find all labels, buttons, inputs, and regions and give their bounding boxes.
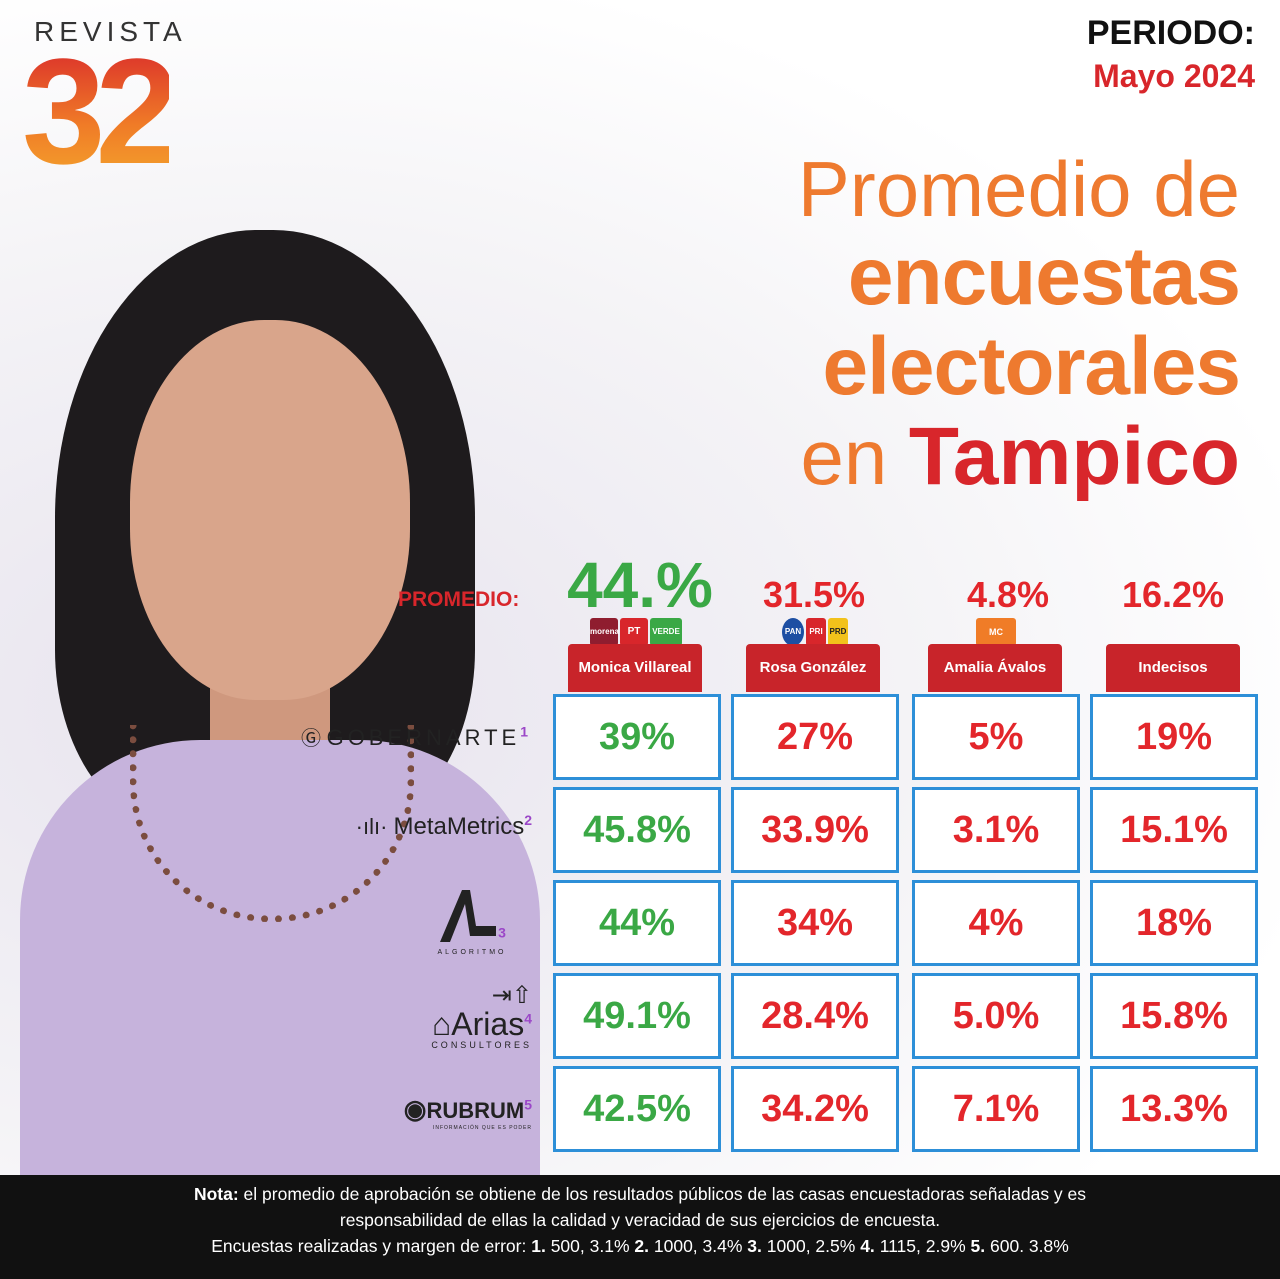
party-logos-col1: morena PT VERDE: [590, 618, 682, 646]
margin-v: 1000, 2.5%: [766, 1236, 856, 1256]
average-0: 44.%: [567, 549, 713, 621]
nota-label: Nota:: [193, 1184, 239, 1204]
party-morena-logo: morena: [590, 618, 619, 646]
average-3: 16.2%: [1121, 574, 1225, 615]
cell-r3-c3: 4%: [912, 880, 1080, 966]
candidate-photo: [20, 200, 540, 1175]
rubrum-logo-icon: ◉: [403, 1094, 427, 1124]
title-line-1: Promedio de: [797, 145, 1240, 233]
margin-v: 600. 3.8%: [990, 1236, 1069, 1256]
margin-n: 2.: [634, 1236, 649, 1256]
cell-r5-c1: 42.5%: [553, 1066, 721, 1152]
title-city: Tampico: [908, 411, 1240, 502]
footer-note: Nota: el promedio de aprobación se obtie…: [0, 1175, 1280, 1279]
party-mc-logo: MC: [976, 618, 1016, 646]
cell-r2-c2: 33.9%: [731, 787, 899, 873]
party-pt-logo: PT: [620, 618, 648, 646]
margin-v: 1000, 3.4%: [653, 1236, 743, 1256]
page-title: Promedio de encuestas electorales en Tam…: [797, 145, 1242, 498]
average-1: 31.5%: [762, 574, 866, 615]
cell-r3-c1: 44%: [553, 880, 721, 966]
brand-number-logo: 32: [22, 27, 179, 195]
candidate-header-0: Monica Villareal: [568, 644, 702, 692]
party-pri-logo: PRI: [806, 618, 826, 646]
metametrics-logo-icon: ·ılı·: [355, 814, 394, 839]
margin-n: 3.: [747, 1236, 762, 1256]
party-logos-col3: MC: [976, 618, 1016, 646]
title-line-4: en Tampico: [798, 416, 1240, 498]
party-pan-logo: PAN: [782, 618, 804, 646]
brand-word: REVISTA: [34, 16, 187, 47]
cell-r1-c2: 27%: [731, 694, 899, 780]
footer-line-2: responsabilidad de ellas la calidad y ve…: [339, 1210, 941, 1230]
title-line-3: electorales: [822, 321, 1242, 412]
cell-r2-c3: 3.1%: [912, 787, 1080, 873]
pollster-name: RUBRUM: [426, 1098, 525, 1123]
pollster-index: 3: [498, 924, 506, 941]
party-logos-col2: PAN PRI PRD: [782, 618, 848, 646]
pollster-index: 4: [524, 1010, 532, 1027]
pollster-label-4: ⇥⇧ ⌂Arias4 CONSULTORES: [431, 982, 532, 1051]
cell-r5-c4: 13.3%: [1090, 1066, 1258, 1152]
average-2: 4.8%: [966, 574, 1050, 615]
pollster-index: 5: [524, 1096, 532, 1113]
margin-n: 4.: [860, 1236, 875, 1256]
cell-r2-c1: 45.8%: [553, 787, 721, 873]
cell-r1-c4: 19%: [1090, 694, 1258, 780]
cell-r1-c1: 39%: [553, 694, 721, 780]
pollster-label-3: 3 ALGORITMO: [412, 886, 532, 956]
cell-r3-c4: 18%: [1090, 880, 1258, 966]
candidate-header-2: Amalia Ávalos: [928, 644, 1062, 692]
pollster-index: 1: [520, 723, 532, 740]
gobernarte-logo-icon: Ⓖ: [301, 728, 327, 750]
pollster-label-2: ·ılı· MetaMetrics2: [356, 812, 532, 841]
party-verde-logo: VERDE: [650, 618, 682, 646]
algoritmo-logo-icon: [440, 890, 497, 942]
promedio-label: PROMEDIO:: [398, 588, 520, 611]
footer-line-1: Nota: el promedio de aprobación se obtie…: [0, 1181, 1280, 1207]
arias-house-icon: ⌂: [431, 1006, 452, 1042]
pollster-index: 2: [524, 812, 532, 828]
pollster-label-1: Ⓖ GOBERNARTE1: [301, 722, 532, 751]
footer-line-3: Encuestas realizadas y margen de error: …: [0, 1233, 1280, 1259]
margin-n: 5.: [970, 1236, 986, 1256]
margin-n: 1.: [531, 1236, 546, 1256]
cell-r1-c3: 5%: [912, 694, 1080, 780]
photo-face: [130, 320, 410, 700]
pollster-name: MetaMetrics: [393, 813, 525, 840]
period-label: PERIODO:: [1086, 14, 1255, 52]
pollster-sub: INFORMACIÓN QUE ES PODER: [432, 1125, 532, 1131]
pollster-name: GOBERNARTE: [326, 725, 521, 750]
cell-r4-c4: 15.8%: [1090, 973, 1258, 1059]
title-line-2: encuestas: [847, 231, 1241, 322]
cell-r5-c3: 7.1%: [912, 1066, 1080, 1152]
candidate-header-3: Indecisos: [1106, 644, 1240, 692]
cell-r2-c4: 15.1%: [1090, 787, 1258, 873]
party-prd-logo: PRD: [828, 618, 848, 646]
pollster-name: Arias: [451, 1006, 525, 1042]
pollster-sub: CONSULTORES: [431, 1040, 532, 1050]
footer-text-1: el promedio de aprobación se obtiene de …: [243, 1184, 1087, 1204]
title-prefix: en: [800, 413, 888, 501]
cell-r4-c2: 28.4%: [731, 973, 899, 1059]
margin-v: 500, 3.1%: [550, 1236, 630, 1256]
cell-r4-c1: 49.1%: [553, 973, 721, 1059]
candidate-header-1: Rosa González: [746, 644, 880, 692]
cell-r3-c2: 34%: [731, 880, 899, 966]
margin-v: 1115, 2.9%: [879, 1236, 966, 1256]
arias-logo-icon: ⇥⇧: [491, 982, 532, 1009]
cell-r4-c3: 5.0%: [912, 973, 1080, 1059]
pollster-label-5: ◉RUBRUM5 INFORMACIÓN QUE ES PODER: [404, 1094, 532, 1131]
footer-margins-prefix: Encuestas realizadas y margen de error:: [211, 1236, 527, 1256]
cell-r5-c2: 34.2%: [731, 1066, 899, 1152]
period-value: Mayo 2024: [1093, 58, 1255, 94]
pollster-name: ALGORITMO: [437, 949, 507, 956]
